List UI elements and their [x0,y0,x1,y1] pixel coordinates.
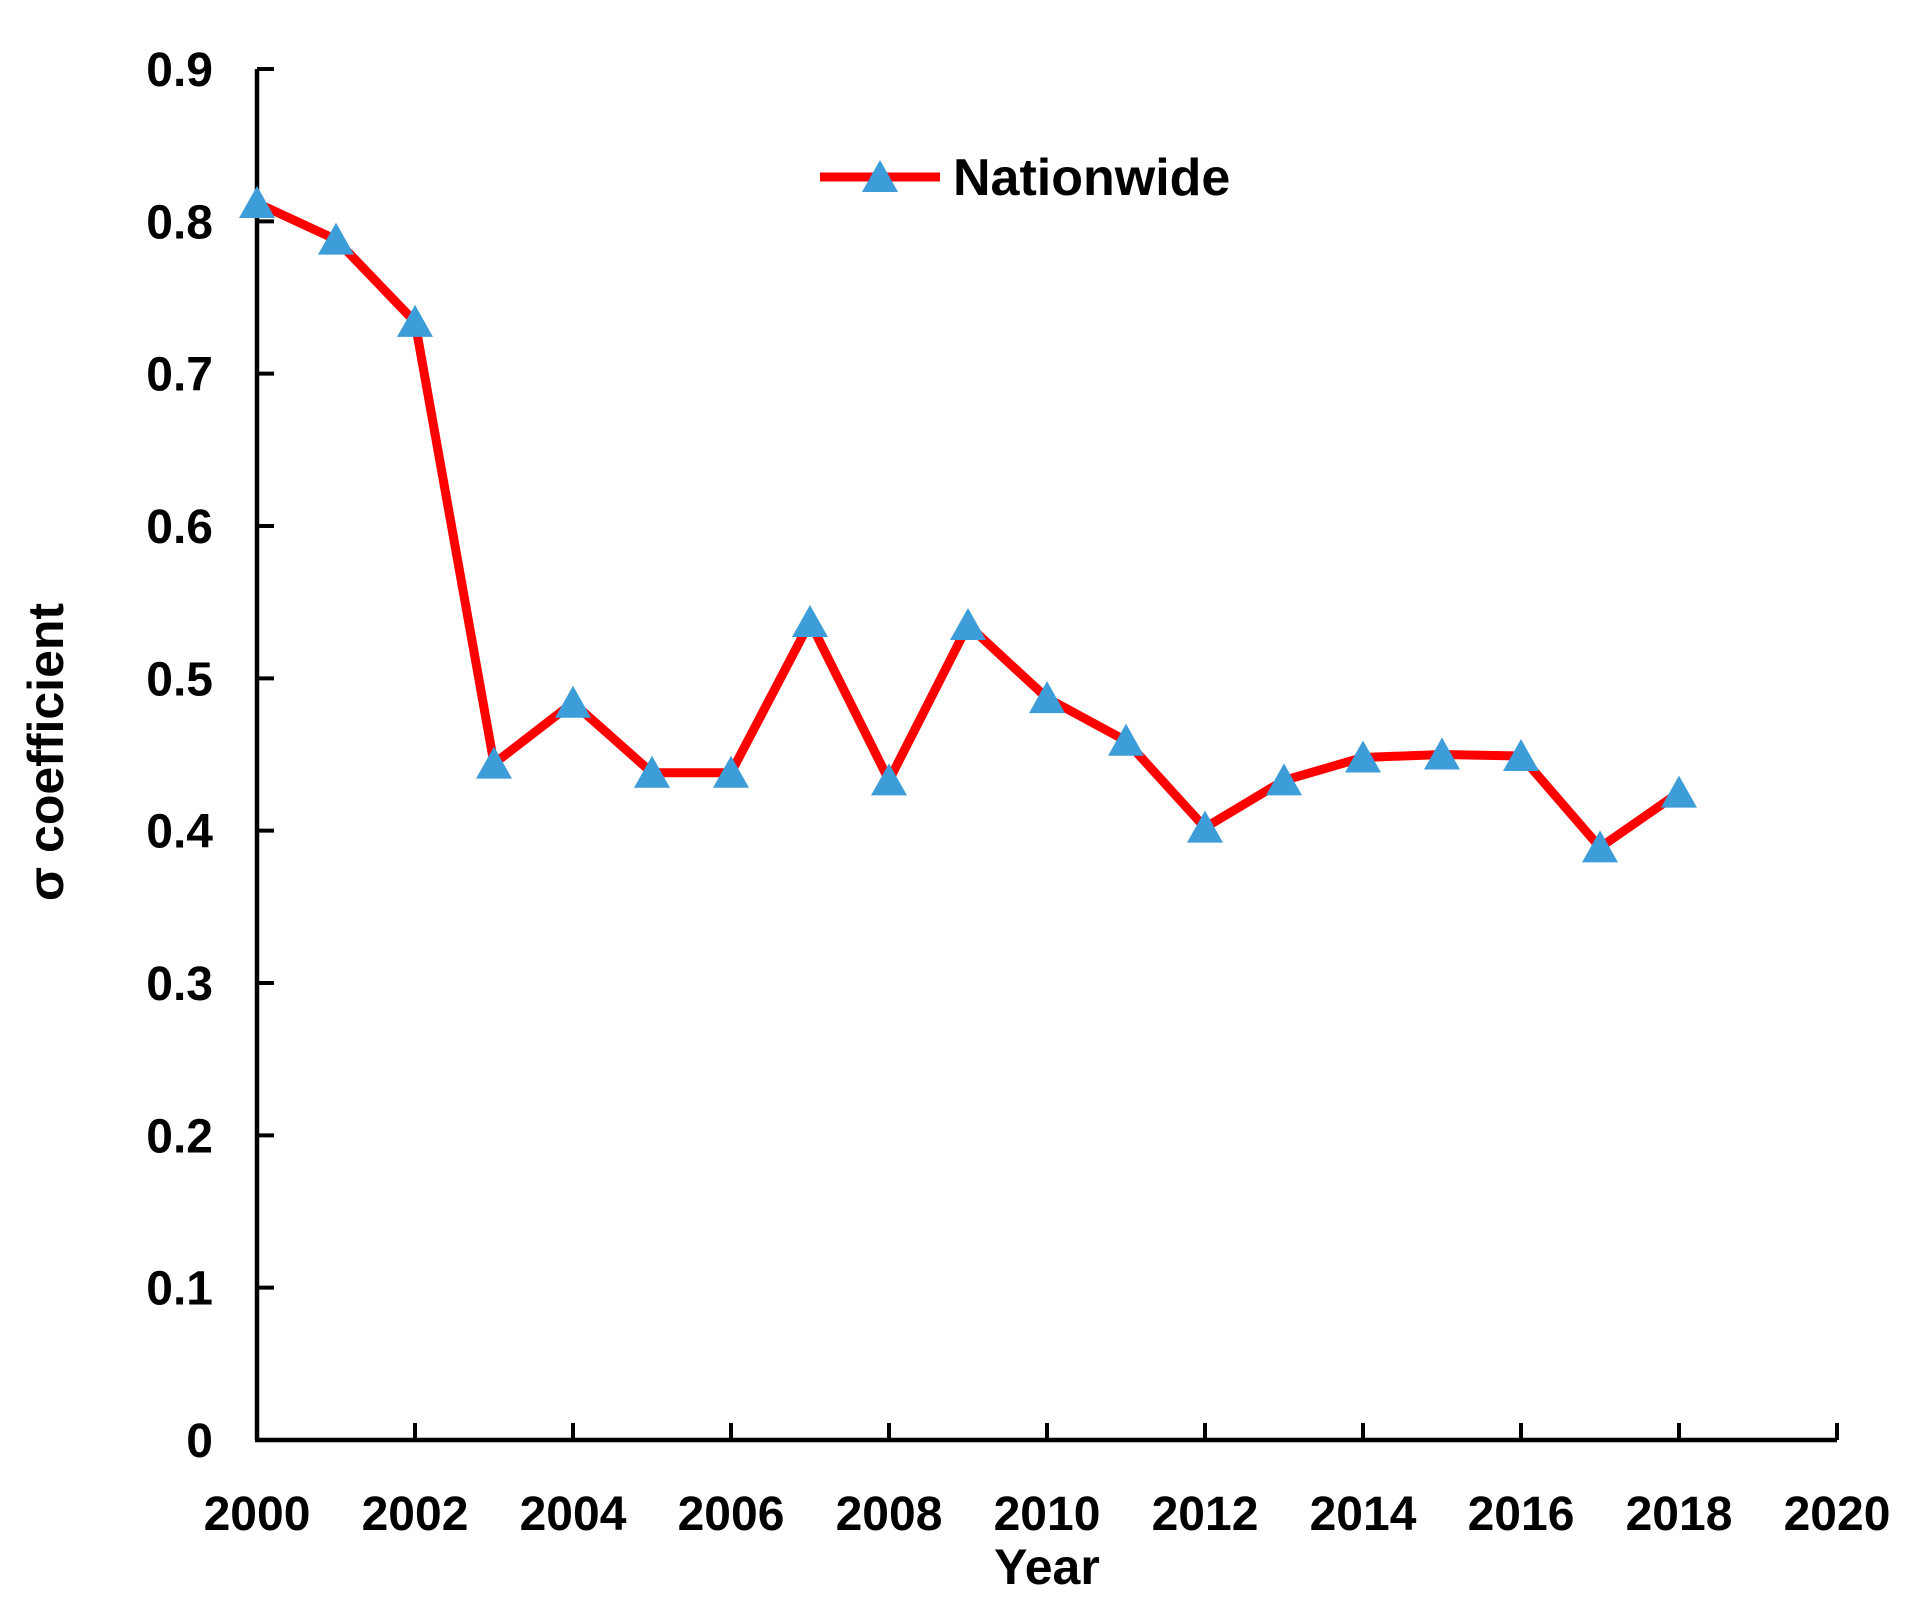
y-tick-label: 0.6 [146,501,213,554]
data-point-2018 [1661,775,1697,808]
x-tick-label: 2000 [204,1488,311,1541]
x-tick-label: 2018 [1626,1488,1733,1541]
y-tick-label: 0.1 [146,1263,213,1316]
y-tick-label: 0.7 [146,349,213,402]
y-axis-title: σ coefficient [18,603,74,901]
x-tick-label: 2012 [1152,1488,1259,1541]
x-tick-label: 2004 [520,1488,627,1541]
plot-area: 0 0.1 0.2 0.3 0.4 0.5 0.6 0.7 0.8 0.9 2000 2002 2004… [146,44,1890,1541]
data-point-2004 [555,685,591,718]
data-point-2003 [476,746,512,779]
x-tick-label: 2020 [1784,1488,1891,1541]
series-line-nationwide [252,198,1684,852]
data-point-2002 [397,304,433,337]
data-point-2015 [1424,737,1460,770]
data-point-2017 [1582,830,1618,863]
data-point-2000 [239,186,275,219]
y-tick-label: 0 [186,1415,213,1468]
x-tick-label: 2002 [362,1488,469,1541]
legend: Nationwide [820,149,1230,207]
x-axis-title: Year [994,1539,1100,1595]
data-point-2014 [1345,740,1381,773]
data-point-2007 [792,604,828,637]
x-tick-label: 2014 [1310,1488,1417,1541]
data-point-2011 [1108,723,1144,756]
y-tick-label: 0.8 [146,196,213,249]
data-point-2010 [1029,681,1065,714]
x-tick-label: 2016 [1468,1488,1575,1541]
data-point-2012 [1187,810,1223,843]
y-tick-label: 0.5 [146,653,213,706]
data-point-2008 [871,763,907,796]
x-tick-label: 2010 [994,1488,1101,1541]
data-point-2013 [1266,763,1302,796]
y-tick-label: 0.4 [146,806,213,859]
legend-triangle-marker-icon [862,160,898,192]
y-tick-label: 0.2 [146,1110,213,1163]
data-point-2009 [950,608,986,641]
data-point-2001 [318,222,354,255]
data-point-2006 [713,755,749,788]
y-tick-label: 0.9 [146,44,213,97]
data-point-2016 [1503,739,1539,772]
legend-label: Nationwide [953,149,1230,207]
data-point-2005 [634,755,670,788]
x-tick-label: 2006 [678,1488,785,1541]
x-tick-label: 2008 [836,1488,943,1541]
y-tick-label: 0.3 [146,958,213,1011]
